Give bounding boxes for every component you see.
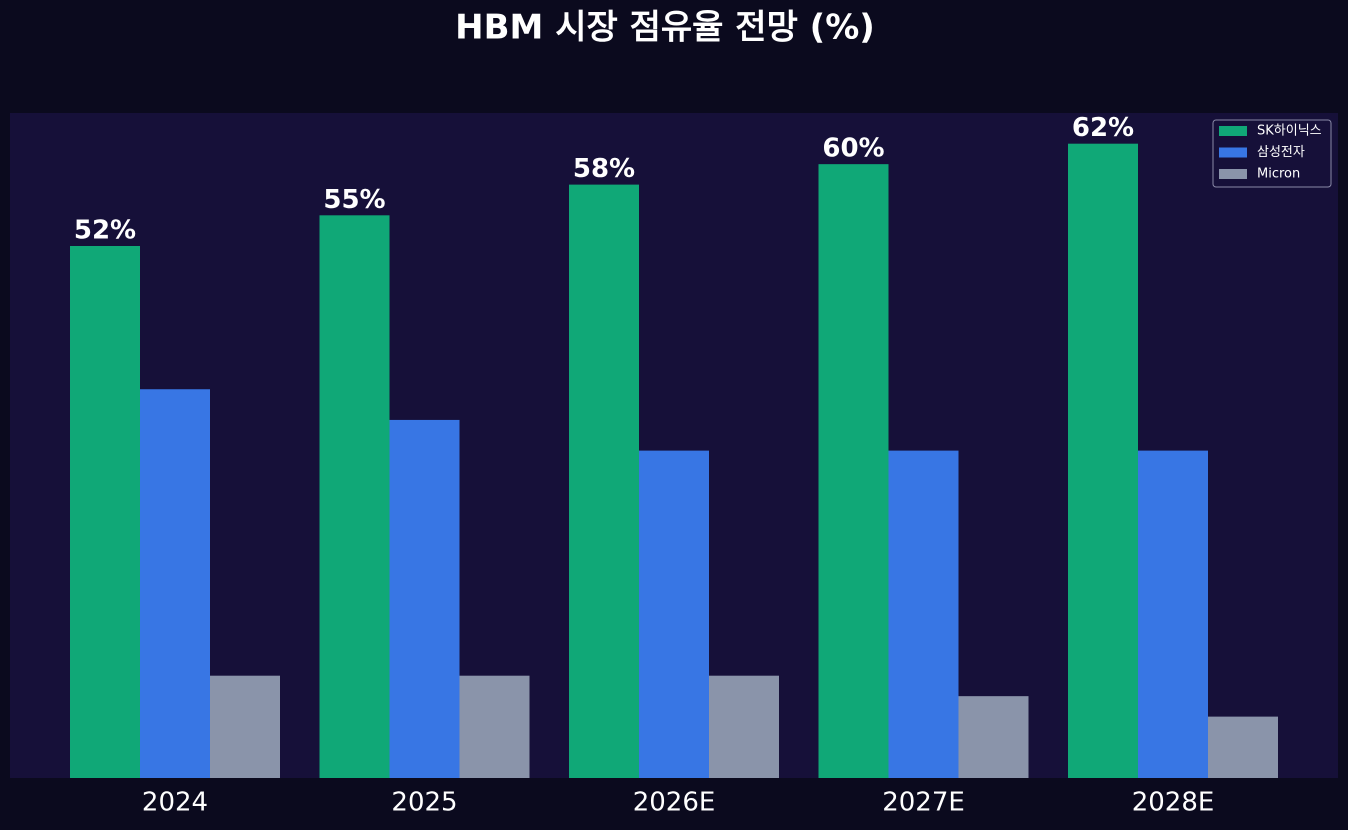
bar [319, 215, 390, 779]
bar [569, 184, 639, 779]
data-label: 58% [573, 154, 635, 184]
legend-swatch [1219, 147, 1247, 158]
legend-swatch [1219, 169, 1247, 179]
bar [818, 164, 889, 779]
legend-swatch [1219, 126, 1247, 136]
data-label: 62% [1072, 113, 1134, 143]
legend-label: Micron [1257, 167, 1300, 182]
bar [1068, 143, 1138, 778]
legend-label: SK하이닉스 [1257, 124, 1322, 139]
bar [459, 675, 530, 778]
bar [140, 389, 210, 778]
data-label: 60% [822, 134, 884, 164]
chart-title: HBM 시장 점유율 전망 (%) [455, 8, 875, 48]
x-tick-label: 2027E [882, 788, 965, 818]
x-tick-label: 2025 [391, 788, 457, 818]
bar [389, 419, 460, 778]
bar [639, 450, 709, 778]
x-tick-label: 2026E [633, 788, 716, 818]
bar [70, 246, 140, 778]
bar [1208, 716, 1278, 778]
x-tick-label: 2024 [142, 788, 208, 818]
legend-label: 삼성전자 [1257, 145, 1305, 160]
data-label: 52% [74, 216, 136, 246]
bar [709, 675, 779, 778]
bar [210, 675, 280, 778]
x-tick-label: 2028E [1132, 788, 1215, 818]
bar [888, 450, 959, 778]
bar [1138, 450, 1208, 778]
data-label: 55% [323, 185, 385, 215]
bar [958, 696, 1029, 778]
